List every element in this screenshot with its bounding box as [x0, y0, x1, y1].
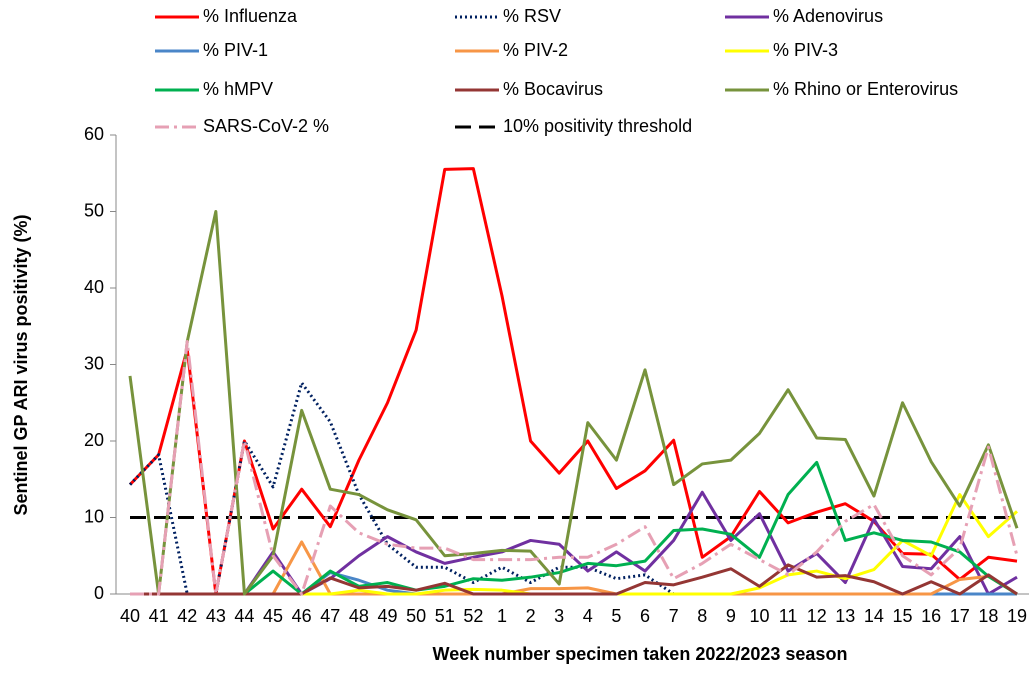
- legend-label: % PIV-2: [503, 40, 568, 60]
- x-tick-label: 12: [807, 606, 827, 626]
- x-tick-label: 6: [640, 606, 650, 626]
- legend-label: % RSV: [503, 6, 561, 26]
- x-tick-label: 18: [978, 606, 998, 626]
- x-tick-label: 1: [497, 606, 507, 626]
- y-tick-label: 40: [84, 277, 104, 297]
- x-tick-label: 19: [1007, 606, 1027, 626]
- legend-label: % PIV-3: [773, 40, 838, 60]
- series-line: [130, 571, 1017, 596]
- y-tick-label: 10: [84, 506, 104, 526]
- x-tick-label: 44: [234, 606, 254, 626]
- legend-label: % Bocavirus: [503, 79, 603, 99]
- legend-label: 10% positivity threshold: [503, 116, 692, 136]
- x-tick-label: 49: [378, 606, 398, 626]
- x-tick-label: 16: [921, 606, 941, 626]
- series-line: [130, 540, 1018, 596]
- legend-label: % hMPV: [203, 79, 273, 99]
- series-line: [130, 563, 1018, 596]
- x-tick-label: 42: [177, 606, 197, 626]
- x-tick-label: 43: [206, 606, 226, 626]
- legend-label: % Adenovirus: [773, 6, 883, 26]
- y-tick-label: 0: [94, 583, 104, 603]
- series-line: [130, 340, 1019, 596]
- x-tick-label: 41: [149, 606, 169, 626]
- series-line: [130, 460, 1018, 596]
- y-tick-label: 60: [84, 124, 104, 144]
- x-tick-label: 50: [406, 606, 426, 626]
- legend-label: % Influenza: [203, 6, 298, 26]
- y-axis-label: Sentinel GP ARI virus positivity (%): [11, 214, 31, 515]
- x-tick-label: 9: [726, 606, 736, 626]
- x-tick-label: 14: [864, 606, 884, 626]
- x-tick-label: 4: [583, 606, 593, 626]
- legend-label: % Rhino or Enterovirus: [773, 79, 958, 99]
- x-tick-label: 51: [435, 606, 455, 626]
- series-line: [128, 381, 1017, 596]
- x-tick-label: 7: [669, 606, 679, 626]
- x-axis-label: Week number specimen taken 2022/2023 sea…: [433, 644, 848, 664]
- x-tick-label: 2: [526, 606, 536, 626]
- x-tick-label: 48: [349, 606, 369, 626]
- y-tick-label: 20: [84, 430, 104, 450]
- x-tick-label: 40: [120, 606, 140, 626]
- x-tick-label: 45: [263, 606, 283, 626]
- x-tick-label: 52: [463, 606, 483, 626]
- x-tick-label: 17: [950, 606, 970, 626]
- y-tick-label: 30: [84, 353, 104, 373]
- x-tick-label: 3: [554, 606, 564, 626]
- legend-label: % PIV-1: [203, 40, 268, 60]
- x-tick-label: 15: [893, 606, 913, 626]
- series-line: [128, 167, 1018, 596]
- x-tick-label: 46: [292, 606, 312, 626]
- x-tick-label: 10: [749, 606, 769, 626]
- x-tick-label: 13: [835, 606, 855, 626]
- x-tick-label: 8: [697, 606, 707, 626]
- x-tick-label: 5: [611, 606, 621, 626]
- x-tick-label: 11: [779, 606, 798, 626]
- legend-label: SARS-CoV-2 %: [203, 116, 329, 136]
- x-tick-label: 47: [320, 606, 340, 626]
- y-tick-label: 50: [84, 200, 104, 220]
- series-line: [128, 210, 1019, 596]
